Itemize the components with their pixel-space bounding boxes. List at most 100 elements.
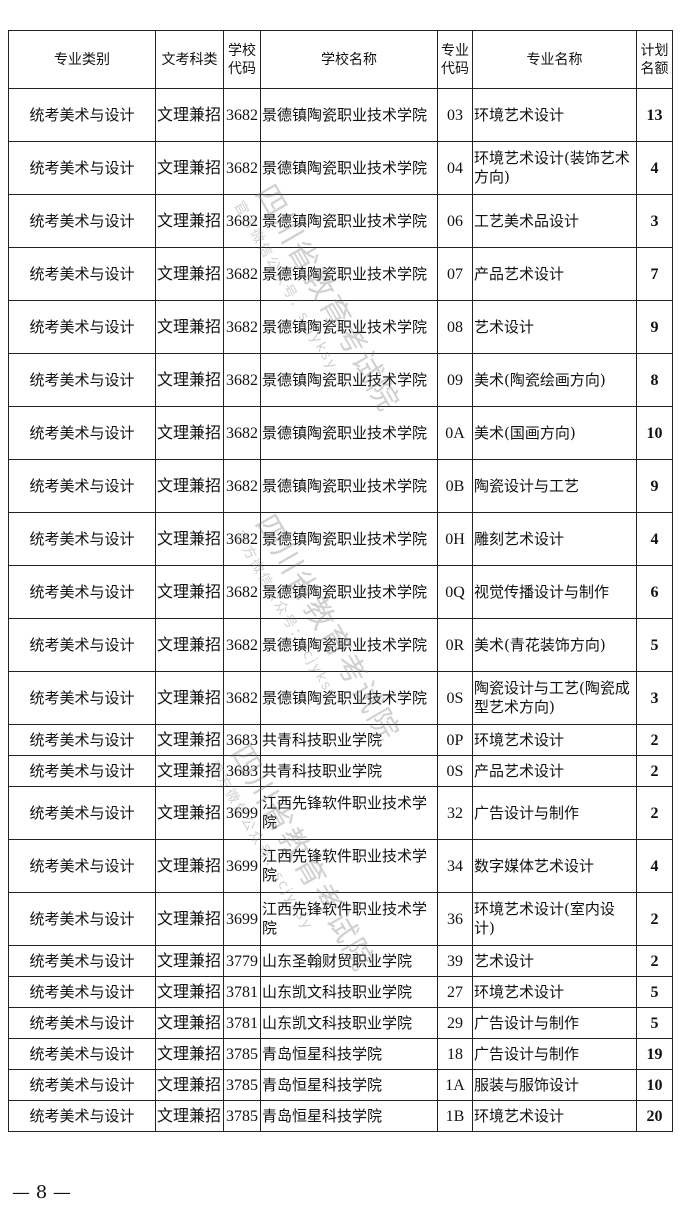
table-cell: 文理兼招 xyxy=(155,892,224,946)
table-cell: 3 xyxy=(636,194,673,248)
table-cell: 产品艺术设计 xyxy=(472,247,637,301)
table-cell: 景德镇陶瓷职业技术学院 xyxy=(260,565,438,619)
table-cell: 39 xyxy=(437,945,473,977)
table-cell: 陶瓷设计与工艺 xyxy=(472,459,637,513)
table-cell: 广告设计与制作 xyxy=(472,1007,637,1039)
table-cell: 3682 xyxy=(223,247,261,301)
table-cell: 统考美术与设计 xyxy=(8,618,156,672)
table-cell: 36 xyxy=(437,892,473,946)
table-cell: 艺术设计 xyxy=(472,945,637,977)
enrollment-plan-table: 专业类别 文考科类 学校代码 学校名称 专业代码 专业名称 计划名额 统考美术与设计 文理兼招… xyxy=(8,30,673,1132)
table-cell: 统考美术与设计 xyxy=(8,459,156,513)
table-cell: 服装与服饰设计 xyxy=(472,1069,637,1101)
table-cell: 13 xyxy=(636,88,673,142)
table-cell: 文理兼招 xyxy=(155,247,224,301)
header-row: 专业类别 文考科类 学校代码 学校名称 专业代码 专业名称 计划名额 xyxy=(8,30,673,89)
table-cell: 统考美术与设计 xyxy=(8,353,156,407)
table-row: 统考美术与设计 文理兼招 3699 江西先锋软件职业技术学院 32 广告设计与制作 2 xyxy=(8,786,673,840)
table-cell: 景德镇陶瓷职业技术学院 xyxy=(260,300,438,354)
table-cell: 2 xyxy=(636,755,673,787)
table-cell: 5 xyxy=(636,976,673,1008)
table-cell: 美术(青花装饰方向) xyxy=(472,618,637,672)
table-cell: 雕刻艺术设计 xyxy=(472,512,637,566)
table-row: 统考美术与设计 文理兼招 3682 景德镇陶瓷职业技术学院 09 美术(陶瓷绘画方向) 8 xyxy=(8,353,673,407)
table-cell: 文理兼招 xyxy=(155,88,224,142)
table-cell: 文理兼招 xyxy=(155,141,224,195)
table-cell: 环境艺术设计(装饰艺术方向) xyxy=(472,141,637,195)
table-cell: 统考美术与设计 xyxy=(8,406,156,460)
column-header: 专业名称 xyxy=(472,30,637,89)
table-cell: 统考美术与设计 xyxy=(8,892,156,946)
table-cell: 文理兼招 xyxy=(155,839,224,893)
table-cell: 统考美术与设计 xyxy=(8,755,156,787)
table-row: 统考美术与设计 文理兼招 3682 景德镇陶瓷职业技术学院 04 环境艺术设计(装饰艺术方… xyxy=(8,141,673,195)
table-cell: 3682 xyxy=(223,671,261,725)
table-row: 统考美术与设计 文理兼招 3699 江西先锋软件职业技术学院 36 环境艺术设计(室内设计… xyxy=(8,892,673,946)
table-cell: 青岛恒星科技学院 xyxy=(260,1038,438,1070)
table-row: 统考美术与设计 文理兼招 3699 江西先锋软件职业技术学院 34 数字媒体艺术设计 4 xyxy=(8,839,673,893)
table-row: 统考美术与设计 文理兼招 3683 共青科技职业学院 0S 产品艺术设计 2 xyxy=(8,755,673,787)
table-cell: 9 xyxy=(636,300,673,354)
table-row: 统考美术与设计 文理兼招 3682 景德镇陶瓷职业技术学院 08 艺术设计 9 xyxy=(8,300,673,354)
table-cell: 江西先锋软件职业技术学院 xyxy=(260,786,438,840)
table-row: 统考美术与设计 文理兼招 3682 景德镇陶瓷职业技术学院 0S 陶瓷设计与工艺(陶瓷成型… xyxy=(8,671,673,725)
table-cell: 4 xyxy=(636,512,673,566)
table-row: 统考美术与设计 文理兼招 3779 山东圣翰财贸职业学院 39 艺术设计 2 xyxy=(8,945,673,977)
table-cell: 3781 xyxy=(223,1007,261,1039)
table-cell: 1B xyxy=(437,1100,473,1132)
table-cell: 08 xyxy=(437,300,473,354)
column-header: 专业代码 xyxy=(437,30,473,89)
table-cell: 10 xyxy=(636,1069,673,1101)
table-cell: 文理兼招 xyxy=(155,724,224,756)
table-row: 统考美术与设计 文理兼招 3682 景德镇陶瓷职业技术学院 06 工艺美术品设计 3 xyxy=(8,194,673,248)
table-cell: 环境艺术设计 xyxy=(472,1100,637,1132)
table-row: 统考美术与设计 文理兼招 3682 景德镇陶瓷职业技术学院 0B 陶瓷设计与工艺 9 xyxy=(8,459,673,513)
table-cell: 3699 xyxy=(223,786,261,840)
table-cell: 文理兼招 xyxy=(155,1069,224,1101)
table-row: 统考美术与设计 文理兼招 3781 山东凯文科技职业学院 29 广告设计与制作 5 xyxy=(8,1007,673,1039)
table-cell: 3699 xyxy=(223,892,261,946)
table-cell: 统考美术与设计 xyxy=(8,1100,156,1132)
table-cell: 文理兼招 xyxy=(155,945,224,977)
table-cell: 3682 xyxy=(223,565,261,619)
table-row: 统考美术与设计 文理兼招 3682 景德镇陶瓷职业技术学院 07 产品艺术设计 7 xyxy=(8,247,673,301)
table-cell: 3 xyxy=(636,671,673,725)
table-cell: 9 xyxy=(636,459,673,513)
table-cell: 0S xyxy=(437,671,473,725)
table-cell: 统考美术与设计 xyxy=(8,1007,156,1039)
table-cell: 10 xyxy=(636,406,673,460)
table-cell: 20 xyxy=(636,1100,673,1132)
table-row: 统考美术与设计 文理兼招 3682 景德镇陶瓷职业技术学院 03 环境艺术设计 13 xyxy=(8,88,673,142)
table-cell: 2 xyxy=(636,724,673,756)
table-cell: 统考美术与设计 xyxy=(8,839,156,893)
table-cell: 环境艺术设计 xyxy=(472,88,637,142)
table-cell: 美术(陶瓷绘画方向) xyxy=(472,353,637,407)
table-cell: 3683 xyxy=(223,755,261,787)
table-row: 统考美术与设计 文理兼招 3682 景德镇陶瓷职业技术学院 0R 美术(青花装饰方向) 5 xyxy=(8,618,673,672)
table-cell: 3699 xyxy=(223,839,261,893)
table-cell: 7 xyxy=(636,247,673,301)
table-cell: 3682 xyxy=(223,300,261,354)
table-cell: 18 xyxy=(437,1038,473,1070)
table-cell: 32 xyxy=(437,786,473,840)
table-cell: 景德镇陶瓷职业技术学院 xyxy=(260,406,438,460)
table-cell: 2 xyxy=(636,786,673,840)
table-cell: 3683 xyxy=(223,724,261,756)
table-cell: 统考美术与设计 xyxy=(8,512,156,566)
table-cell: 工艺美术品设计 xyxy=(472,194,637,248)
table-cell: 3682 xyxy=(223,353,261,407)
column-header: 文考科类 xyxy=(155,30,224,89)
table-cell: 陶瓷设计与工艺(陶瓷成型艺术方向) xyxy=(472,671,637,725)
table-cell: 0P xyxy=(437,724,473,756)
table-cell: 江西先锋软件职业技术学院 xyxy=(260,892,438,946)
table-row: 统考美术与设计 文理兼招 3785 青岛恒星科技学院 1A 服装与服饰设计 10 xyxy=(8,1069,673,1101)
table-cell: 文理兼招 xyxy=(155,459,224,513)
table-cell: 3785 xyxy=(223,1038,261,1070)
table-cell: 文理兼招 xyxy=(155,565,224,619)
table-cell: 文理兼招 xyxy=(155,618,224,672)
column-header: 学校代码 xyxy=(223,30,261,89)
table-cell: 3682 xyxy=(223,618,261,672)
table-cell: 广告设计与制作 xyxy=(472,786,637,840)
table-cell: 统考美术与设计 xyxy=(8,1069,156,1101)
table-cell: 美术(国画方向) xyxy=(472,406,637,460)
